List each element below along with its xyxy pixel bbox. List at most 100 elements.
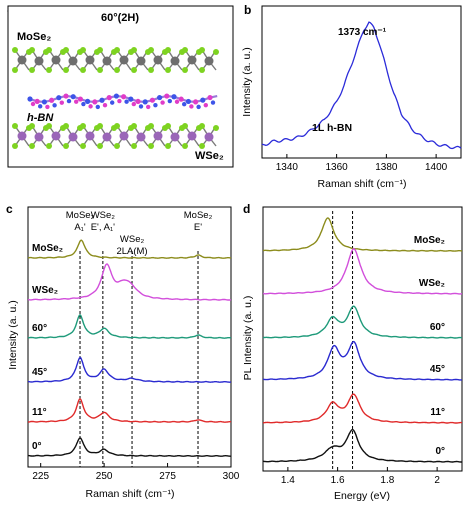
xtick-label: 2 (434, 475, 440, 486)
se-atom (12, 47, 18, 53)
reference-label: MoSe₂ (66, 210, 95, 221)
b-atom (102, 103, 108, 108)
se-atom (80, 123, 86, 129)
label-wse2-layer: WSe₂ (195, 150, 224, 162)
se-atom (148, 143, 154, 149)
series-line (263, 393, 462, 424)
series-label: 0° (435, 446, 445, 457)
xtick-label: 1.6 (331, 475, 345, 486)
b-atom (121, 94, 127, 100)
se-atom (148, 67, 154, 73)
reference-label: 2LA(M) (116, 246, 147, 257)
metal-atom (119, 131, 129, 141)
n-atom (171, 94, 177, 100)
se-atom (80, 143, 86, 149)
se-atom (46, 143, 52, 149)
panel-d-plot-frame (262, 206, 463, 472)
b-atom (174, 99, 180, 104)
n-atom (52, 103, 57, 108)
se-atom (165, 47, 171, 53)
panel-a: a 60°(2H) MoSe₂ h-BN WSe₂ (7, 2, 234, 168)
series-label: WSe₂ (419, 278, 445, 289)
n-atom (27, 96, 33, 102)
reference-label: WSe₂ (91, 210, 116, 221)
panel-b-plot-frame (261, 5, 462, 159)
metal-atom (34, 56, 44, 66)
metal-atom (136, 56, 146, 66)
metal-atom (204, 132, 214, 142)
se-atom (199, 123, 205, 129)
crystal-structure (12, 47, 219, 149)
se-atom (97, 123, 103, 129)
se-atom (80, 47, 86, 53)
panel-c: c 225 250 275 300MoSe₂WSe₂60°45°11°0°MoSe₂A… (6, 202, 240, 500)
b-xtick-label: 1340 (276, 162, 299, 173)
b-atom (74, 99, 79, 104)
reference-label: E', A₁' (91, 222, 115, 233)
n-atom (66, 98, 72, 104)
panel-c-xlabel: Raman shift (cm⁻¹) (86, 488, 175, 500)
b-atom (77, 96, 83, 102)
panel-b: b 1340 1360 1380 1400 Raman shift (cm⁻¹) In… (241, 3, 462, 190)
n-atom (113, 93, 119, 99)
series-label: 0° (32, 441, 42, 452)
series-line (28, 437, 231, 457)
metal-atom (34, 132, 44, 142)
series-line (262, 305, 463, 339)
n-atom (196, 104, 201, 110)
n-atom (157, 94, 163, 101)
b-atom (207, 94, 213, 101)
label-mose2-layer: MoSe₂ (17, 31, 51, 43)
series-line (27, 314, 232, 339)
b-xtick-label: 1380 (375, 162, 398, 173)
se-atom (131, 47, 137, 53)
se-atom (97, 67, 103, 73)
metal-atom (102, 132, 112, 142)
se-atom (114, 143, 120, 149)
b-atom (131, 101, 136, 107)
metal-atom (68, 132, 78, 142)
n-atom (85, 98, 91, 104)
se-atom (29, 143, 35, 149)
se-atom (165, 123, 171, 129)
b-atom (135, 98, 141, 105)
panel-a-title: 60°(2H) (101, 12, 139, 24)
se-atom (97, 143, 103, 149)
n-atom (142, 99, 148, 105)
series-line (262, 248, 463, 295)
reference-label: WSe₂ (120, 234, 145, 245)
series-label: 11° (32, 407, 47, 418)
metal-atom (187, 55, 197, 65)
panel-d-letter: d (243, 202, 250, 216)
n-atom (81, 101, 86, 107)
metal-atom (153, 131, 163, 141)
metal-atom (17, 131, 27, 141)
se-atom (213, 49, 219, 55)
panel-d-ylabel: PL Intensity (a. u.) (242, 296, 254, 381)
b-atom (160, 100, 165, 105)
se-atom (46, 47, 52, 53)
b-xtick-label: 1360 (326, 162, 349, 173)
series-line (263, 428, 462, 463)
n-atom (128, 96, 134, 102)
b-atom (45, 104, 50, 110)
metal-atom (119, 55, 129, 65)
panel-b-xlabel: Raman shift (cm⁻¹) (318, 178, 407, 190)
se-atom (63, 143, 69, 149)
series-line (27, 263, 232, 301)
panel-c-letter: c (6, 202, 13, 216)
series-line (263, 340, 463, 381)
se-atom (97, 47, 103, 53)
series-label: 45° (32, 367, 47, 378)
xtick-label: 275 (159, 471, 176, 482)
n-atom (110, 100, 115, 105)
hbn-annotation: 1L h-BN (312, 122, 352, 134)
n-atom (99, 97, 105, 103)
n-atom (124, 99, 129, 104)
metal-atom (51, 131, 61, 141)
series-line (28, 397, 231, 423)
series-line (27, 356, 231, 383)
se-atom (12, 67, 18, 73)
panel-c-chart: 225 250 275 300MoSe₂WSe₂60°45°11°0°MoSe₂A₁'… (27, 210, 240, 482)
n-atom (138, 104, 144, 109)
